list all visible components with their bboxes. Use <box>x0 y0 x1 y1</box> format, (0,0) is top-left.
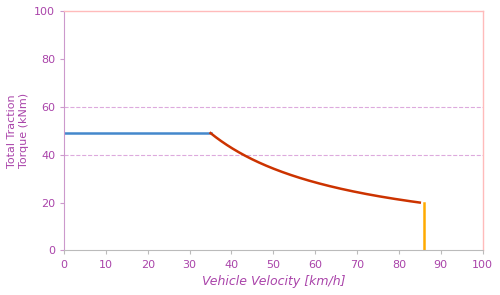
X-axis label: Vehicle Velocity [km/h]: Vehicle Velocity [km/h] <box>202 275 345 288</box>
Y-axis label: Total Traction
Torque (kNm): Total Traction Torque (kNm) <box>7 93 28 168</box>
